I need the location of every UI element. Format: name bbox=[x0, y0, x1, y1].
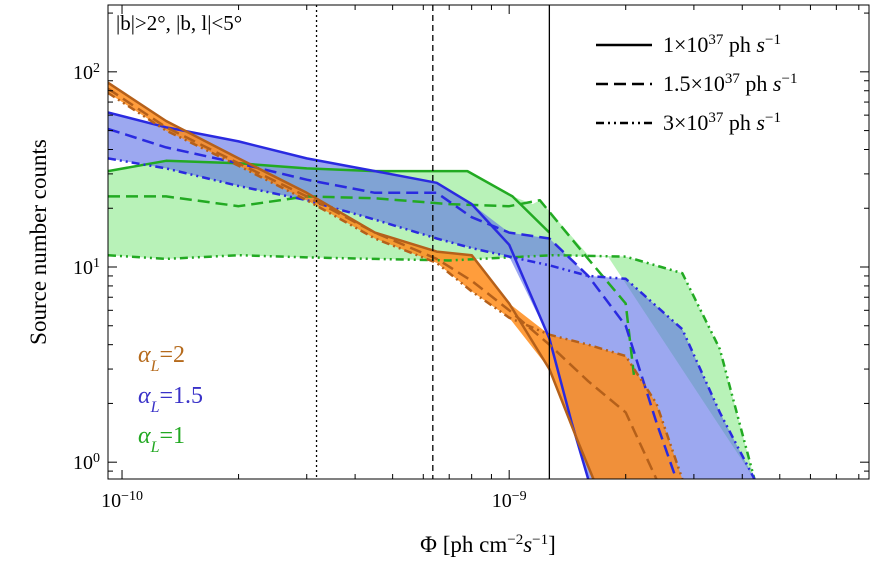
x-label-end: ] bbox=[548, 532, 556, 557]
y-axis-label: Source number counts bbox=[26, 139, 51, 345]
series-alpha_L=2-dashdot bbox=[108, 91, 684, 479]
alpha-label-1-5: αL=1.5 bbox=[138, 383, 203, 416]
threshold-lines bbox=[315, 5, 551, 479]
plot-frame bbox=[107, 4, 870, 480]
x-axis-label: Φ [ph cm−2s−1] bbox=[420, 532, 556, 557]
legend: 1×1037 ph s−1 1.5×1037 ph s−1 3×1037 ph … bbox=[596, 32, 797, 135]
y-axis-ticks: 100 101 102 bbox=[73, 12, 869, 475]
band-alpha_L=1 bbox=[108, 160, 755, 479]
series-alpha_L=1.5-solid bbox=[108, 111, 590, 479]
x-axis-ticks: 10−10 10−9 bbox=[101, 5, 860, 513]
y-tick-label: 101 bbox=[73, 256, 100, 280]
legend-label-solid: 1×1037 ph s−1 bbox=[663, 32, 781, 57]
x-label-main: Φ [ph cm bbox=[420, 532, 507, 557]
series-alpha_L=1-solid bbox=[108, 159, 551, 234]
region-annotation: |b|>2°, |b, l|<5° bbox=[116, 11, 242, 35]
x-tick-label: 10−10 bbox=[101, 489, 143, 513]
series-alpha_L=1.5-dashdot bbox=[108, 157, 756, 479]
legend-entry-solid: 1×1037 ph s−1 bbox=[596, 32, 781, 57]
series-layer bbox=[108, 81, 756, 479]
legend-label-dashdot: 3×1037 ph s−1 bbox=[663, 110, 781, 135]
x-label-sup2: −1 bbox=[532, 532, 548, 548]
x-label-sup1: −2 bbox=[507, 532, 523, 548]
alpha-label-2: αL=2 bbox=[138, 342, 185, 375]
x-label-mid: s bbox=[523, 532, 532, 557]
legend-label-dashed: 1.5×1037 ph s−1 bbox=[663, 71, 797, 96]
y-tick-label: 102 bbox=[73, 60, 100, 84]
band-alpha_L=2 bbox=[108, 82, 683, 479]
band-layer bbox=[108, 82, 755, 479]
legend-entry-dashed: 1.5×1037 ph s−1 bbox=[596, 71, 797, 96]
x-tick-label: 10−9 bbox=[492, 489, 527, 513]
y-tick-label: 100 bbox=[73, 451, 100, 475]
alpha-label-1: αL=1 bbox=[138, 423, 185, 456]
series-alpha_L=2-solid bbox=[108, 81, 595, 479]
series-alpha_L=1-dashed bbox=[108, 195, 636, 376]
series-alpha_L=2-dashed bbox=[108, 87, 658, 479]
legend-entry-dashdot: 3×1037 ph s−1 bbox=[596, 110, 781, 135]
